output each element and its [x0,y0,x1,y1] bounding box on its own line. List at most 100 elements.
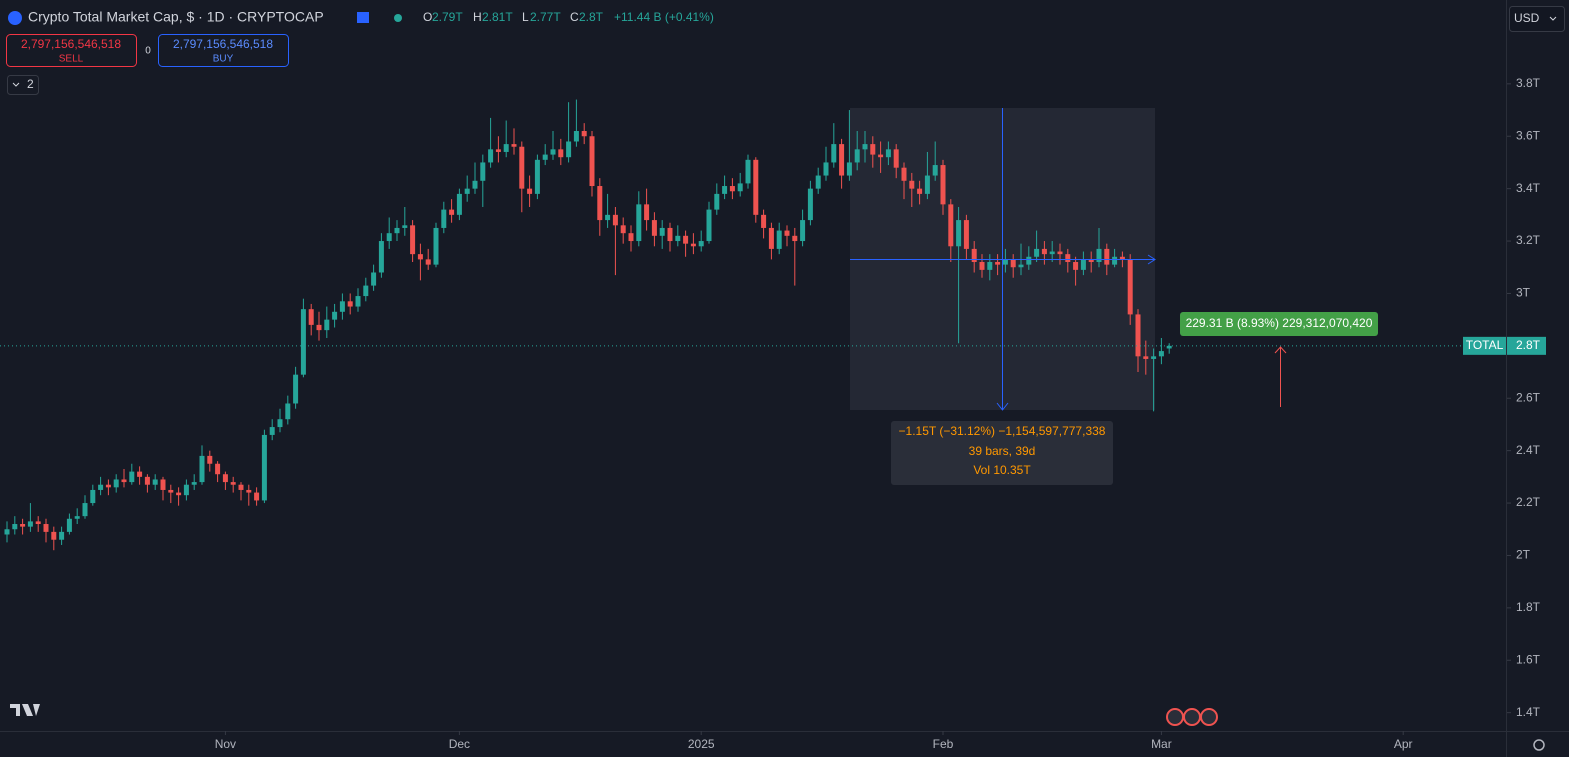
event-icon[interactable] [1200,708,1218,726]
candle-body [332,311,338,320]
candle-body [846,162,852,176]
candle-body [90,489,96,504]
candle-body [878,154,884,158]
candle-body [1112,256,1118,265]
candle-body [472,180,478,189]
candle-body [636,204,642,242]
y-tick-label: 3.8T [1516,76,1541,90]
candle-body [745,159,751,184]
settings-icon[interactable] [1533,739,1545,751]
sell-button[interactable] [6,34,137,67]
buy-button[interactable] [158,34,289,67]
candle-body [480,162,486,181]
candle-body [839,144,845,176]
candle-body [1166,345,1172,349]
candle-body [870,144,876,155]
candle-body [1049,251,1055,255]
candle-body [573,131,579,142]
candle-body [1158,351,1164,357]
ohlc-key: O [423,10,432,24]
candle-body [316,324,322,331]
candle-body [74,516,80,519]
candle-body [441,209,447,228]
candle-body [137,471,143,477]
y-tick-label: 2T [1516,548,1531,562]
candle-body [4,529,10,535]
candle-body [488,149,494,163]
measure2-arrow [1274,346,1287,354]
measure-text: Vol 10.35T [973,463,1031,477]
status-dot [394,14,402,22]
candle-body [324,319,330,331]
candle-body [784,230,790,236]
candle-body [667,227,673,242]
candle-body [425,259,431,265]
candle-body [191,482,197,485]
ohlc-change: +11.44 B (+0.41%) [614,10,714,24]
candle-body [807,188,813,221]
candle-body [27,521,33,527]
candle-body [558,149,564,158]
measure-tooltip [891,421,1113,485]
indicators-toggle[interactable] [7,75,39,95]
ohlc-value: 2.77T [530,10,561,24]
candle-body [862,144,868,150]
candle-body [168,489,174,493]
candle-body [277,419,283,428]
candle-body [35,521,41,525]
candle-body [683,235,689,244]
price-label: 2.8T [1516,338,1541,352]
candle-body [238,484,244,490]
event-icon[interactable] [1183,708,1201,726]
x-tick-label: Nov [215,737,236,751]
candle-body [394,227,400,234]
candle-body [979,262,985,270]
candle-body [183,484,189,496]
candle-body [1135,314,1141,357]
candle-body [59,531,65,540]
x-tick-label: Apr [1394,737,1413,751]
candle-body [987,262,993,270]
event-icon[interactable] [1166,708,1184,726]
candle-body [1057,251,1063,255]
candle-body [854,149,860,163]
y-tick-label: 3.6T [1516,128,1541,142]
candle-body [589,136,595,187]
candle-body [566,141,572,158]
candle-body [542,154,548,160]
x-tick-label: 2025 [688,737,715,751]
candle-body [456,193,462,215]
candle-body [659,227,665,236]
x-tick-label: Mar [1151,737,1172,751]
candle-body [176,492,182,496]
candle-body [433,227,439,265]
candle-body [1002,259,1008,265]
event-icons [1166,708,1218,726]
indicators-count: 2 [27,77,34,91]
candle-body [293,374,299,404]
candle-body [800,220,806,242]
candle-body [776,230,782,249]
candle-body [144,476,150,485]
y-tick-label: 3T [1516,286,1531,300]
candle-body [995,262,1001,265]
candle-body [722,186,728,194]
y-tick-label: 2.6T [1516,390,1541,404]
chevron [12,82,20,87]
candle-body [706,209,712,242]
y-tick-label: 1.8T [1516,600,1541,614]
candle-body [1073,262,1079,270]
candle-body [831,144,837,163]
candle-body [503,144,509,152]
currency-select[interactable] [1509,6,1565,32]
candle-body [581,131,587,137]
candle-body [1096,248,1102,263]
candle-body [675,235,681,242]
candle-body [519,146,525,189]
candle-body [105,484,111,488]
candle-body [66,518,72,532]
candle-body [1010,259,1016,268]
candle-body [12,524,18,530]
candle-body [417,254,423,260]
